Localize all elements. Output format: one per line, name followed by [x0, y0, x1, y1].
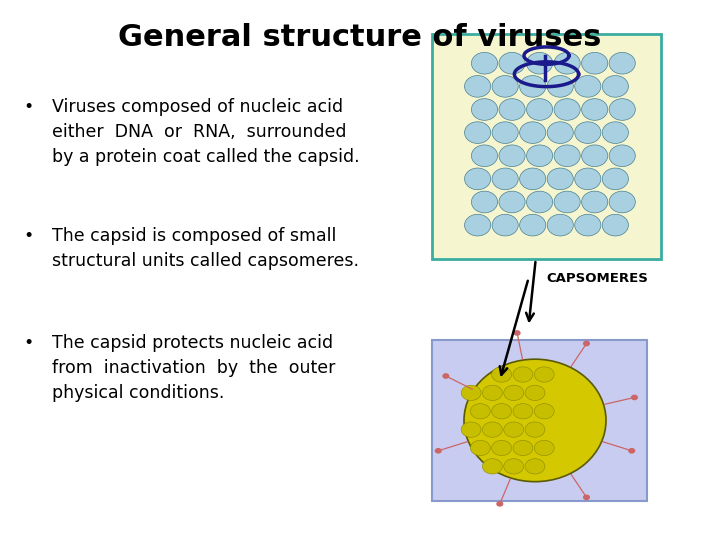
Ellipse shape: [470, 403, 490, 419]
FancyBboxPatch shape: [432, 33, 661, 259]
Ellipse shape: [482, 385, 503, 401]
Ellipse shape: [492, 168, 518, 190]
Text: •: •: [23, 227, 33, 245]
Circle shape: [584, 495, 590, 500]
Ellipse shape: [525, 385, 545, 401]
Text: The capsid protects nucleic acid
from  inactivation  by  the  outer
physical con: The capsid protects nucleic acid from in…: [52, 334, 335, 402]
Circle shape: [584, 341, 590, 346]
Ellipse shape: [582, 145, 608, 166]
Ellipse shape: [575, 122, 601, 144]
Ellipse shape: [575, 76, 601, 97]
Ellipse shape: [609, 52, 635, 74]
Circle shape: [631, 395, 637, 400]
Ellipse shape: [602, 214, 629, 236]
Ellipse shape: [513, 367, 533, 382]
Ellipse shape: [534, 403, 554, 419]
Ellipse shape: [602, 122, 629, 144]
Text: •: •: [23, 334, 33, 353]
Ellipse shape: [492, 76, 518, 97]
Ellipse shape: [472, 99, 498, 120]
Ellipse shape: [534, 440, 554, 456]
Text: The capsid is composed of small
structural units called capsomeres.: The capsid is composed of small structur…: [52, 227, 359, 270]
Ellipse shape: [464, 168, 491, 190]
Text: Viruses composed of nucleic acid
either  DNA  or  RNA,  surrounded
by a protein : Viruses composed of nucleic acid either …: [52, 98, 359, 166]
Ellipse shape: [513, 440, 533, 456]
Ellipse shape: [499, 191, 525, 213]
Ellipse shape: [461, 422, 481, 437]
Circle shape: [629, 449, 634, 453]
Ellipse shape: [464, 76, 491, 97]
Ellipse shape: [464, 359, 606, 482]
Circle shape: [497, 502, 503, 506]
Ellipse shape: [504, 458, 523, 474]
FancyBboxPatch shape: [432, 340, 647, 501]
Ellipse shape: [520, 122, 546, 144]
Ellipse shape: [482, 458, 503, 474]
Ellipse shape: [526, 99, 553, 120]
Ellipse shape: [602, 168, 629, 190]
Ellipse shape: [504, 385, 523, 401]
Ellipse shape: [461, 385, 481, 401]
Ellipse shape: [513, 403, 533, 419]
Ellipse shape: [609, 145, 635, 166]
Ellipse shape: [547, 76, 573, 97]
Circle shape: [443, 374, 449, 378]
Ellipse shape: [526, 52, 553, 74]
Ellipse shape: [492, 440, 512, 456]
Ellipse shape: [499, 145, 525, 166]
Ellipse shape: [482, 422, 503, 437]
Ellipse shape: [554, 191, 580, 213]
Ellipse shape: [554, 145, 580, 166]
Ellipse shape: [547, 168, 573, 190]
Ellipse shape: [492, 367, 512, 382]
Ellipse shape: [547, 122, 573, 144]
Ellipse shape: [472, 145, 498, 166]
Ellipse shape: [464, 214, 491, 236]
Ellipse shape: [472, 52, 498, 74]
Ellipse shape: [547, 214, 573, 236]
Ellipse shape: [492, 214, 518, 236]
Circle shape: [514, 331, 520, 335]
Ellipse shape: [526, 145, 553, 166]
Ellipse shape: [554, 52, 580, 74]
Ellipse shape: [470, 440, 490, 456]
Text: •: •: [23, 98, 33, 116]
Ellipse shape: [582, 52, 608, 74]
Ellipse shape: [582, 99, 608, 120]
Ellipse shape: [464, 122, 491, 144]
Ellipse shape: [554, 99, 580, 120]
Ellipse shape: [575, 214, 601, 236]
Ellipse shape: [520, 214, 546, 236]
Ellipse shape: [472, 191, 498, 213]
Ellipse shape: [582, 191, 608, 213]
Ellipse shape: [609, 191, 635, 213]
Text: General structure of viruses: General structure of viruses: [118, 23, 602, 52]
Ellipse shape: [499, 52, 525, 74]
Ellipse shape: [525, 422, 545, 437]
Circle shape: [436, 449, 441, 453]
Ellipse shape: [520, 76, 546, 97]
Text: CAPSOMERES: CAPSOMERES: [546, 272, 648, 285]
Ellipse shape: [602, 76, 629, 97]
Ellipse shape: [499, 99, 525, 120]
Ellipse shape: [526, 191, 553, 213]
Ellipse shape: [525, 458, 545, 474]
Ellipse shape: [492, 403, 512, 419]
Ellipse shape: [609, 99, 635, 120]
Ellipse shape: [520, 168, 546, 190]
Ellipse shape: [492, 122, 518, 144]
Ellipse shape: [534, 367, 554, 382]
Ellipse shape: [504, 422, 523, 437]
Ellipse shape: [575, 168, 601, 190]
